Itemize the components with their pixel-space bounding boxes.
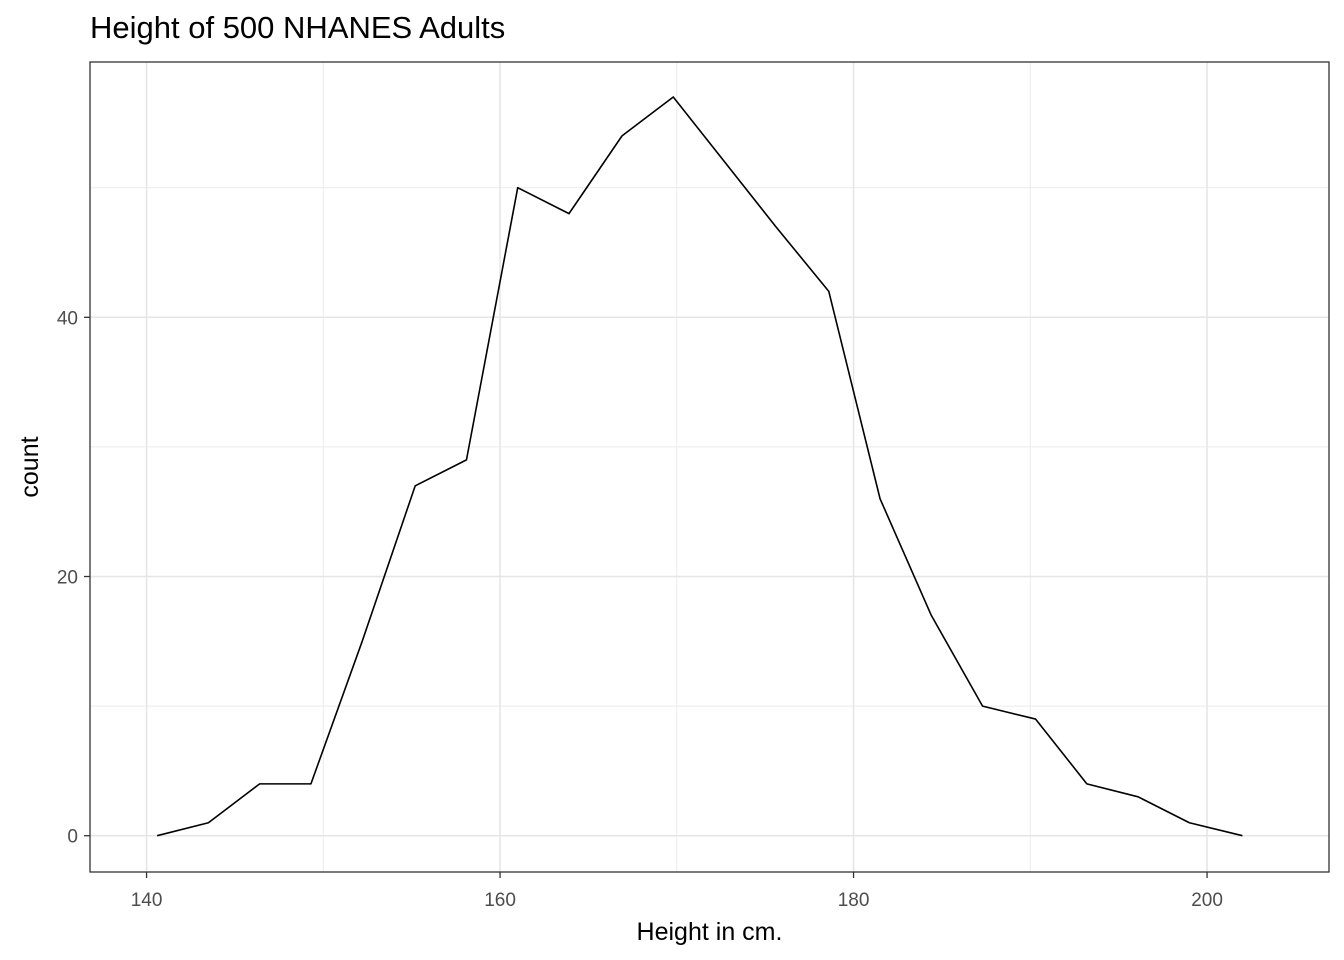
x-axis-title: Height in cm. xyxy=(637,918,783,946)
x-tick-label: 140 xyxy=(131,890,163,911)
plot-border xyxy=(89,61,1330,873)
x-tick-label: 160 xyxy=(484,890,516,911)
plot-panel xyxy=(90,62,1329,872)
x-tick-label: 180 xyxy=(838,890,870,911)
y-axis-title: count xyxy=(16,436,44,497)
y-axis-ticks: 0 20 40 xyxy=(57,308,90,848)
major-gridlines xyxy=(90,62,1329,872)
series-layer xyxy=(156,96,1243,837)
series-line xyxy=(156,96,1243,837)
y-tick-label: 0 xyxy=(67,827,78,848)
x-tick-label: 200 xyxy=(1191,890,1223,911)
y-tick-label: 20 xyxy=(57,568,78,589)
chart-title: Height of 500 NHANES Adults xyxy=(90,10,506,45)
x-axis-ticks: 140 160 180 200 xyxy=(131,872,1223,911)
y-tick-label: 40 xyxy=(57,308,78,329)
minor-gridlines xyxy=(90,62,1329,872)
